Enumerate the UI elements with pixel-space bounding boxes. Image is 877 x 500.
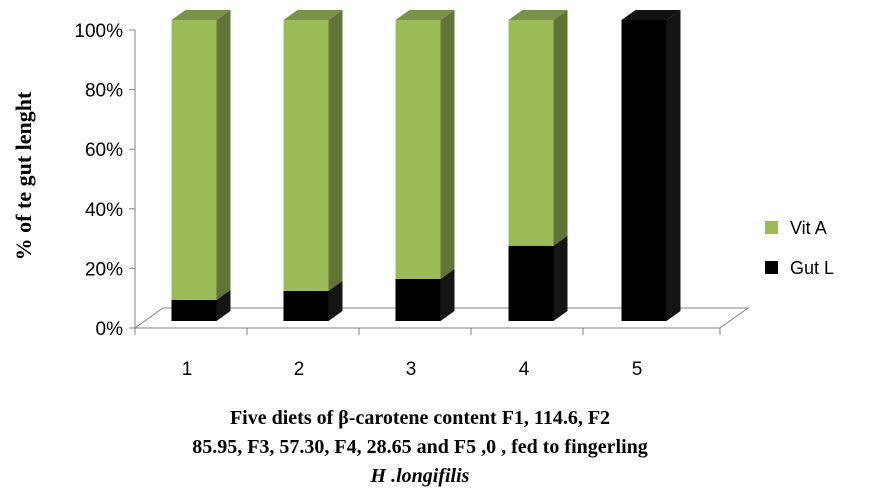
bar-side-face	[440, 10, 455, 279]
x-axis-title-line-2: 85.95, F3, 57.30, F4, 28.65 and F5 ,0 , …	[192, 436, 648, 458]
bar-vit-a-3	[395, 20, 441, 279]
bar-side-face	[553, 10, 568, 246]
y-axis: 0% 20% 40% 60% 80% 100%	[74, 21, 136, 340]
y-tick-label: 100%	[74, 21, 123, 42]
legend-label: Gut L	[790, 258, 834, 278]
x-tick-label: 1	[182, 359, 193, 380]
bar-side-face	[328, 280, 343, 321]
y-axis-title: % of te gut lenght	[11, 91, 36, 260]
bar-vit-a-2	[283, 20, 329, 291]
bar-side-face	[553, 235, 568, 321]
bar-side-face	[216, 10, 231, 300]
bar-gut-l-3	[395, 278, 441, 321]
bar-side-face	[216, 289, 231, 321]
x-tick-label: 2	[294, 359, 305, 380]
x-tick-label: 3	[406, 359, 417, 380]
bar-top-face	[621, 10, 681, 20]
y-tick-label: 20%	[85, 259, 123, 280]
bar-top-face	[395, 10, 455, 20]
bar-gut-l-5	[621, 20, 667, 321]
legend-swatch	[765, 221, 778, 234]
bar-top-face	[171, 10, 231, 20]
x-tick-label: 4	[519, 359, 530, 380]
bar-gut-l-2	[283, 290, 329, 321]
bar-gut-l-4	[508, 245, 554, 321]
bar-vit-a-1	[171, 20, 217, 300]
x-axis-title: Five diets of β-carotene content F1, 114…	[60, 404, 780, 491]
y-tick-label: 80%	[85, 81, 123, 102]
x-axis-ticks: 1 2 3 4 5	[134, 328, 721, 380]
bars	[171, 10, 681, 321]
bar-side-face	[440, 268, 455, 321]
bar-top-face	[283, 10, 343, 20]
legend-swatch	[765, 261, 778, 274]
bar-top-face	[508, 10, 568, 20]
y-tick-label: 0%	[96, 319, 124, 340]
x-axis-title-line-1: Five diets of β-carotene content F1, 114…	[229, 407, 611, 429]
bar-gut-l-1	[171, 299, 217, 321]
x-tick-label: 5	[632, 359, 643, 380]
bar-vit-a-4	[508, 20, 554, 246]
legend-label: Vit A	[790, 218, 827, 238]
bar-side-face	[666, 10, 681, 321]
y-tick-label: 40%	[85, 200, 123, 221]
y-tick-label: 60%	[85, 140, 123, 161]
bar-side-face	[328, 10, 343, 291]
legend: Vit A Gut L	[765, 218, 834, 278]
x-axis-title-line-3: H .longifilis	[370, 465, 470, 487]
